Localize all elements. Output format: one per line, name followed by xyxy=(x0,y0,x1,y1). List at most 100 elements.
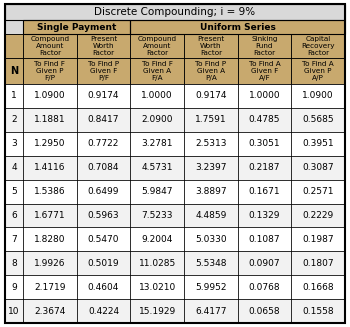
Bar xyxy=(184,156,238,180)
Bar xyxy=(291,34,345,58)
Text: 0.5470: 0.5470 xyxy=(88,235,119,244)
Text: 15.1929: 15.1929 xyxy=(139,306,176,316)
Bar xyxy=(184,34,238,58)
Bar xyxy=(130,227,184,251)
Bar xyxy=(23,227,77,251)
Bar xyxy=(130,180,184,203)
Text: Uniform Series: Uniform Series xyxy=(200,23,275,31)
Text: N: N xyxy=(10,66,18,76)
Text: 0.4224: 0.4224 xyxy=(88,306,119,316)
Bar xyxy=(77,299,130,323)
Bar xyxy=(23,34,77,58)
Bar xyxy=(184,203,238,227)
Bar xyxy=(5,108,23,132)
Bar xyxy=(238,180,291,203)
Text: 0.1668: 0.1668 xyxy=(302,283,334,292)
Text: 1: 1 xyxy=(11,92,17,100)
Bar xyxy=(238,180,291,203)
Bar xyxy=(184,275,238,299)
Bar xyxy=(5,84,23,108)
Bar xyxy=(77,84,130,108)
Bar xyxy=(23,203,77,227)
Bar xyxy=(5,58,23,84)
Bar xyxy=(23,132,77,156)
Bar xyxy=(5,84,23,108)
Bar xyxy=(23,58,77,84)
Bar xyxy=(291,275,345,299)
Bar xyxy=(130,299,184,323)
Bar xyxy=(238,156,291,180)
Bar xyxy=(77,203,130,227)
Bar xyxy=(291,203,345,227)
Bar xyxy=(23,84,77,108)
Bar xyxy=(238,251,291,275)
Bar xyxy=(23,275,77,299)
Text: 0.5019: 0.5019 xyxy=(88,259,119,268)
Bar xyxy=(291,58,345,84)
Text: 7: 7 xyxy=(11,235,17,244)
Bar xyxy=(184,156,238,180)
Text: 0.9174: 0.9174 xyxy=(195,92,226,100)
Bar xyxy=(184,203,238,227)
Bar xyxy=(5,299,23,323)
Bar xyxy=(77,227,130,251)
Bar xyxy=(5,227,23,251)
Bar xyxy=(5,20,23,34)
Text: 0.1987: 0.1987 xyxy=(302,235,334,244)
Bar xyxy=(23,84,77,108)
Bar xyxy=(5,20,23,34)
Text: 0.5685: 0.5685 xyxy=(302,115,334,124)
Text: 0.3087: 0.3087 xyxy=(302,163,334,172)
Bar xyxy=(238,58,291,84)
Text: 1.1881: 1.1881 xyxy=(34,115,66,124)
Bar xyxy=(238,275,291,299)
Bar xyxy=(291,180,345,203)
Text: 0.8417: 0.8417 xyxy=(88,115,119,124)
Text: 4.4859: 4.4859 xyxy=(195,211,226,220)
Text: 6: 6 xyxy=(11,211,17,220)
Bar xyxy=(5,227,23,251)
Bar xyxy=(5,180,23,203)
Bar xyxy=(184,299,238,323)
Text: 0.3951: 0.3951 xyxy=(302,139,334,148)
Text: To Find P
Given A
P/A: To Find P Given A P/A xyxy=(195,61,226,81)
Bar xyxy=(130,227,184,251)
Bar xyxy=(291,180,345,203)
Text: 0.2571: 0.2571 xyxy=(302,187,334,196)
Bar xyxy=(184,108,238,132)
Bar xyxy=(291,156,345,180)
Bar xyxy=(23,180,77,203)
Bar xyxy=(77,84,130,108)
Text: 6.4177: 6.4177 xyxy=(195,306,226,316)
Bar xyxy=(238,108,291,132)
Text: To Find P
Given F
P/F: To Find P Given F P/F xyxy=(88,61,119,81)
Bar xyxy=(77,275,130,299)
Bar xyxy=(184,84,238,108)
Bar xyxy=(5,132,23,156)
Bar xyxy=(184,251,238,275)
Bar xyxy=(130,58,184,84)
Text: 0.1807: 0.1807 xyxy=(302,259,334,268)
Text: 3.2781: 3.2781 xyxy=(141,139,173,148)
Text: 0.4604: 0.4604 xyxy=(88,283,119,292)
Bar xyxy=(5,251,23,275)
Bar xyxy=(291,251,345,275)
Text: 1.0000: 1.0000 xyxy=(249,92,280,100)
Text: 0.2187: 0.2187 xyxy=(249,163,280,172)
Text: 1.4116: 1.4116 xyxy=(34,163,65,172)
Bar xyxy=(184,227,238,251)
Bar xyxy=(77,251,130,275)
Bar xyxy=(23,251,77,275)
Bar xyxy=(291,203,345,227)
Text: 2.0900: 2.0900 xyxy=(141,115,173,124)
Bar xyxy=(5,299,23,323)
Bar xyxy=(238,299,291,323)
Bar xyxy=(130,34,184,58)
Bar xyxy=(23,180,77,203)
Text: To Find A
Given F
A/F: To Find A Given F A/F xyxy=(248,61,280,81)
Bar xyxy=(5,156,23,180)
Bar xyxy=(77,132,130,156)
Bar xyxy=(130,58,184,84)
Bar xyxy=(5,156,23,180)
Text: 5.9952: 5.9952 xyxy=(195,283,226,292)
